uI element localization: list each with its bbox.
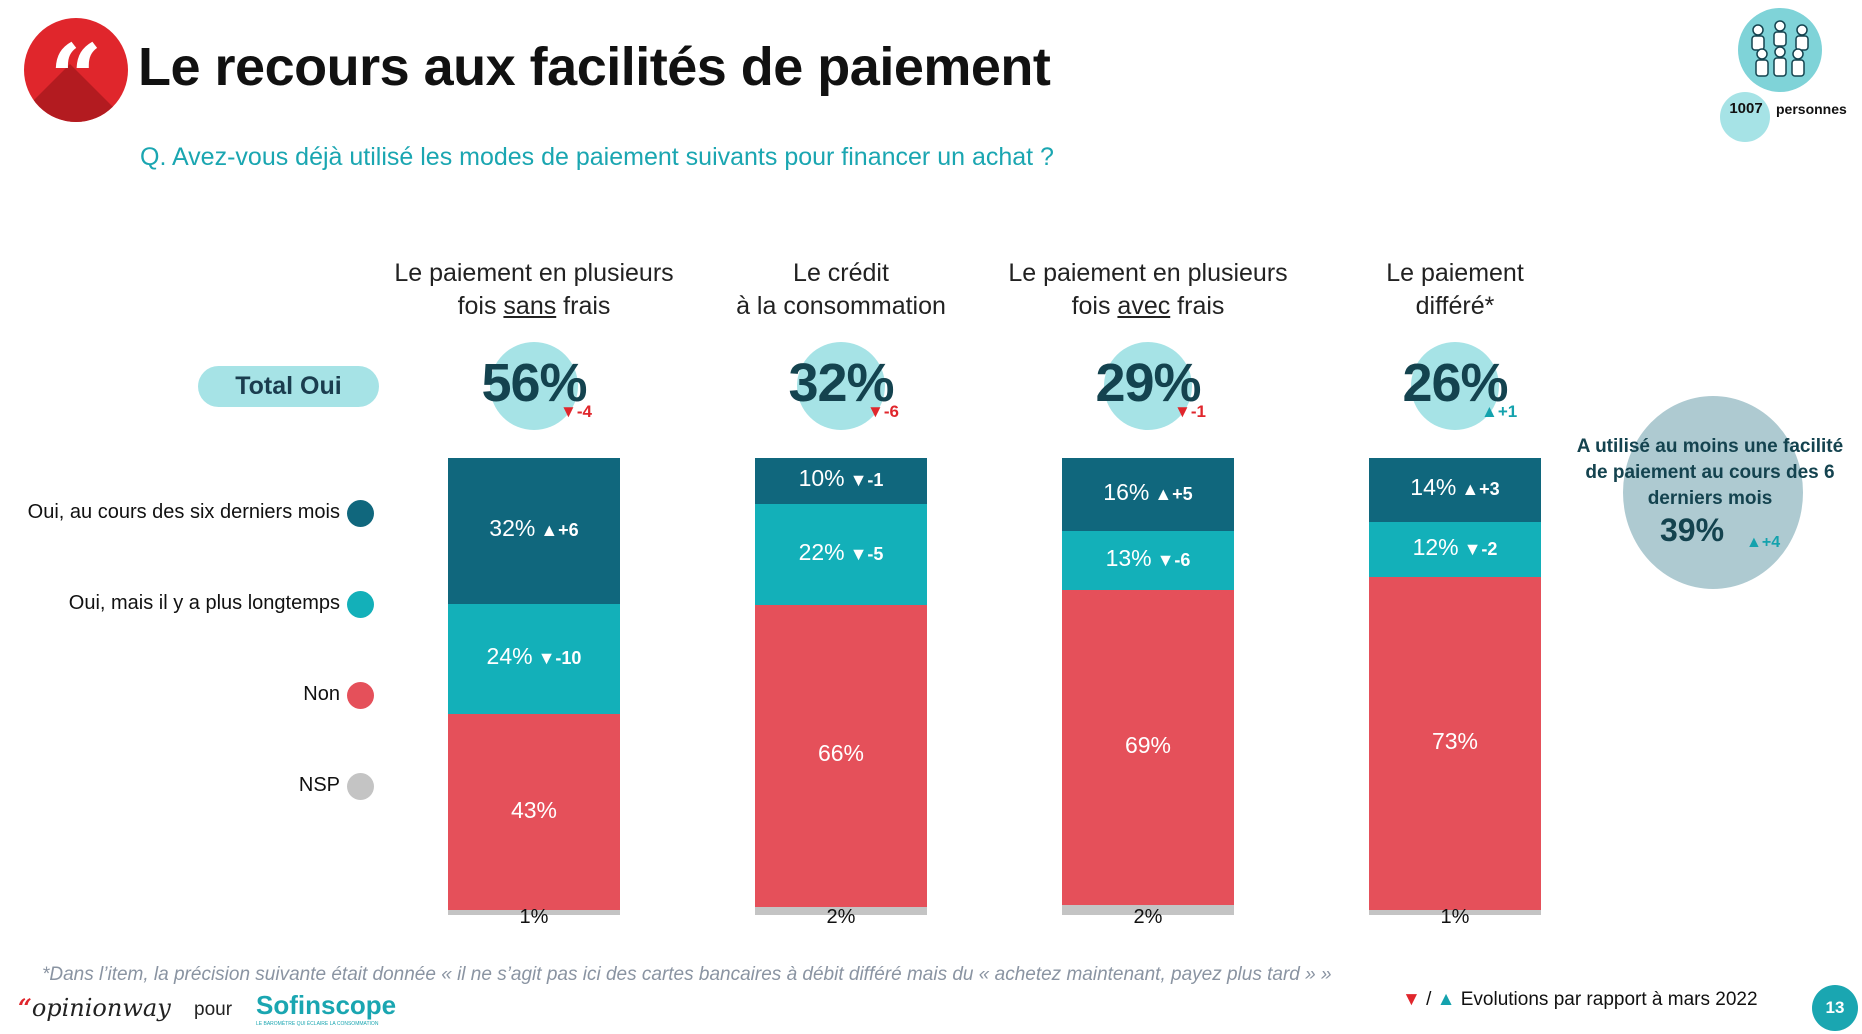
total-value: 26% [1402, 353, 1508, 413]
total-evolution: ▼-4 [560, 402, 592, 421]
question-text: Q. Avez-vous déjà utilisé les modes de p… [140, 143, 1054, 171]
arrow-down-icon: ▼-1 [844, 470, 884, 490]
arrow-down-icon: ▼-5 [844, 543, 884, 564]
total-value: 56% [481, 353, 587, 413]
legend-label: Oui, au cours des six derniers mois [27, 501, 340, 523]
page-number: 13 [1812, 985, 1858, 1031]
data-label: 2% [1133, 906, 1163, 928]
arrow-down-icon: ▼-10 [532, 648, 582, 668]
data-label: 2% [826, 906, 856, 928]
page-title: Le recours aux facilités de paiement [138, 37, 1051, 97]
bar-segment [755, 458, 927, 504]
arrow-up-icon: ▲+6 [535, 520, 579, 540]
footnote: *Dans l’item, la précision suivante étai… [42, 964, 1332, 985]
total-evolution: ▼-1 [1174, 402, 1206, 421]
data-label: 1% [1440, 906, 1470, 928]
sample-count: 1007 [1729, 100, 1763, 117]
arrow-up-icon: ▲+3 [1456, 479, 1500, 499]
side-note-evolution: ▲+4 [1746, 534, 1781, 551]
sample-label: personnes [1776, 101, 1847, 117]
bar-segment [1062, 458, 1234, 531]
arrow-down-icon: ▼-2 [1458, 538, 1498, 559]
legend-marker [347, 591, 374, 618]
legend-marker [347, 500, 374, 527]
data-label: 14% ▲+3 [1410, 474, 1500, 500]
total-circle [1104, 342, 1192, 430]
legend-label: Non [303, 683, 340, 705]
arrow-down-icon: ▼-6 [1151, 549, 1191, 570]
total-oui-badge: Total Oui [198, 366, 379, 407]
data-label: 66% [817, 740, 865, 766]
bar-segment [755, 504, 927, 605]
data-label: 12% ▼-2 [1412, 533, 1498, 560]
sample-size-badge: 1007 personnes [1720, 8, 1850, 142]
evolution-legend: ▼ / ▲ Evolutions par rapport à mars 2022 [1402, 989, 1758, 1010]
opinionway-logo: “opinionway [18, 993, 171, 1022]
legend-marker [347, 773, 374, 800]
category-title: Le paiement en plusieurs fois sans frais [394, 259, 674, 320]
bar-segment [1369, 577, 1541, 911]
arrow-up-icon: ▲ [1746, 534, 1762, 551]
total-circle [1411, 342, 1499, 430]
total-circle [490, 342, 578, 430]
arrow-down-icon: ▼ [1402, 989, 1421, 1010]
total-evolution: ▼-6 [867, 402, 899, 421]
bar-segment [448, 910, 620, 915]
data-label: 32% ▲+6 [489, 515, 579, 541]
data-label: 73% [1431, 728, 1479, 754]
bar-segment [1369, 522, 1541, 577]
data-label: 16% ▲+5 [1103, 478, 1193, 505]
bar-segment [1369, 458, 1541, 522]
sofinscope-logo: Sofinscope LE BAROMÈTRE QUI ÉCLAIRE LA C… [256, 990, 397, 1027]
quote-logo: “ [24, 18, 128, 122]
data-label: 22% ▼-5 [798, 538, 884, 565]
bar-segment [448, 604, 620, 714]
side-note-text: A utilisé au moins une facilité de paiem… [1576, 436, 1844, 509]
bar-segment [1062, 531, 1234, 590]
data-label: 1% [519, 906, 549, 928]
legend-label: NSP [298, 774, 340, 796]
data-label: 43% [510, 796, 558, 823]
bar-segment [1369, 910, 1541, 915]
quote-glyph: “ [49, 24, 103, 122]
arrow-up-icon: ▲+5 [1149, 483, 1193, 504]
bar-segment [755, 907, 927, 915]
pour-text: pour [194, 999, 233, 1020]
total-evolution: ▲+1 [1481, 402, 1518, 421]
bar-segment [448, 714, 620, 911]
bar-segment [1062, 905, 1234, 915]
legend-marker [347, 682, 374, 709]
total-value: 32% [788, 353, 894, 413]
total-circle [797, 342, 885, 430]
people-icon [1738, 8, 1822, 92]
data-label: 24% ▼-10 [486, 643, 582, 669]
bar-segment [448, 458, 620, 604]
data-label: 13% ▼-6 [1105, 544, 1191, 571]
legend-label: Oui, mais il y a plus longtemps [68, 592, 340, 614]
bar-segment [1062, 590, 1234, 905]
category-title: Le paiement en plusieurs fois avec frais [1008, 259, 1288, 320]
data-label: 69% [1124, 731, 1172, 758]
side-note-circle [1623, 396, 1803, 589]
total-value: 29% [1095, 353, 1201, 413]
side-note-value: 39% [1660, 512, 1725, 548]
category-title: Le paiement différé* [1386, 259, 1524, 320]
category-title: Le crédit à la consommation [736, 259, 946, 320]
bar-segment [755, 605, 927, 907]
arrow-up-icon: ▲ [1436, 989, 1456, 1010]
data-label: 10% ▼-1 [798, 465, 884, 491]
